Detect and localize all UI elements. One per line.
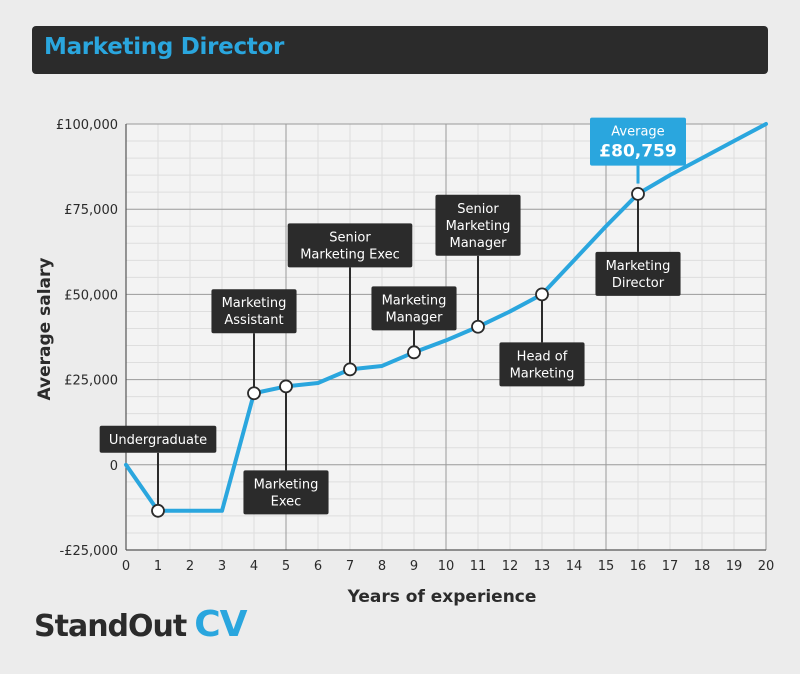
callout-label: Head of xyxy=(517,349,568,364)
annotation-callout: Marketing Manager xyxy=(371,286,457,347)
data-point-marker xyxy=(247,386,261,401)
logo-standout: StandOut xyxy=(34,609,187,644)
y-tick-label: £25,000 xyxy=(64,374,118,389)
x-tick-label: 12 xyxy=(502,559,519,574)
callout-label: Manager xyxy=(450,236,508,251)
x-tick-label: 9 xyxy=(410,559,418,574)
annotation-callout: Marketing Exec xyxy=(243,392,329,515)
page-title: Marketing Director xyxy=(44,34,285,60)
annotation-callout: Senior Marketing Exec xyxy=(287,223,413,364)
callout-label: Marketing xyxy=(606,259,671,274)
callout-label: Marketing xyxy=(446,219,511,234)
highlight-label: Average xyxy=(611,125,664,140)
x-tick-label: 17 xyxy=(662,559,679,574)
x-tick-label: 11 xyxy=(470,559,487,574)
callout-label: Senior xyxy=(329,230,371,245)
x-tick-label: 0 xyxy=(122,559,130,574)
data-point-marker xyxy=(279,379,293,394)
callout-label: Marketing xyxy=(222,296,287,311)
x-tick-label: 14 xyxy=(566,559,583,574)
x-tick-label: 15 xyxy=(598,559,615,574)
callout-box xyxy=(243,470,329,515)
data-point-marker xyxy=(631,186,645,201)
callout-box xyxy=(595,251,681,296)
logo-cv: CV xyxy=(194,604,247,645)
annotation-callout: Senior Marketing Manager xyxy=(435,194,521,321)
y-tick-label: £100,000 xyxy=(56,118,118,133)
x-tick-label: 2 xyxy=(186,559,194,574)
callout-label: Senior xyxy=(457,202,499,217)
x-tick-label: 4 xyxy=(250,559,258,574)
callout-label: Undergraduate xyxy=(109,433,207,448)
annotation-callout: Marketing Assistant xyxy=(211,289,297,388)
callout-box xyxy=(499,342,585,387)
highlight-value: £80,759 xyxy=(599,142,676,162)
data-point-marker xyxy=(343,362,357,377)
x-tick-label: 1 xyxy=(154,559,162,574)
y-axis-title: Average salary xyxy=(35,258,55,401)
annotation-callout: Head of Marketing xyxy=(499,300,585,387)
salary-line xyxy=(124,122,768,513)
average-highlight: Average £80,759 xyxy=(590,117,686,184)
x-tick-label: 18 xyxy=(694,559,711,574)
y-tick-label: £75,000 xyxy=(64,203,118,218)
callout-label: Marketing xyxy=(510,366,575,381)
y-tick-label: 0 xyxy=(110,459,118,474)
callout-label: Director xyxy=(612,276,665,291)
annotation-callout: Marketing Director xyxy=(595,199,681,296)
callout-label: Exec xyxy=(271,494,302,509)
data-point-marker xyxy=(151,503,165,518)
x-tick-label: 13 xyxy=(534,559,551,574)
callout-label: Assistant xyxy=(224,313,283,328)
callout-label: Manager xyxy=(386,310,444,325)
callout-label: Marketing Exec xyxy=(300,247,400,262)
title-bar: Marketing Director xyxy=(32,26,768,74)
standout-cv-logo: StandOut CV xyxy=(34,604,248,645)
y-tick-label: £50,000 xyxy=(64,288,118,303)
callout-label: Marketing xyxy=(382,293,447,308)
x-tick-label: 6 xyxy=(314,559,322,574)
x-tick-label: 5 xyxy=(282,559,290,574)
callout-box xyxy=(435,194,521,256)
x-tick-label: 19 xyxy=(726,559,743,574)
annotation-callout: Undergraduate xyxy=(99,425,217,505)
y-tick-label: -£25,000 xyxy=(60,544,118,559)
x-tick-label: 10 xyxy=(438,559,455,574)
data-point-marker xyxy=(535,287,549,302)
x-tick-label: 8 xyxy=(378,559,386,574)
data-point-marker xyxy=(407,345,421,360)
x-tick-label: 16 xyxy=(630,559,647,574)
callout-box xyxy=(287,223,413,268)
callout-box xyxy=(371,286,457,331)
callout-box xyxy=(211,289,297,334)
callout-box xyxy=(99,425,217,453)
x-axis-title: Years of experience xyxy=(347,587,537,607)
x-tick-label: 20 xyxy=(758,559,775,574)
callout-label: Marketing xyxy=(254,477,319,492)
x-tick-label: 7 xyxy=(346,559,354,574)
highlight-box xyxy=(590,117,686,166)
x-tick-label: 3 xyxy=(218,559,226,574)
data-point-marker xyxy=(471,319,485,334)
